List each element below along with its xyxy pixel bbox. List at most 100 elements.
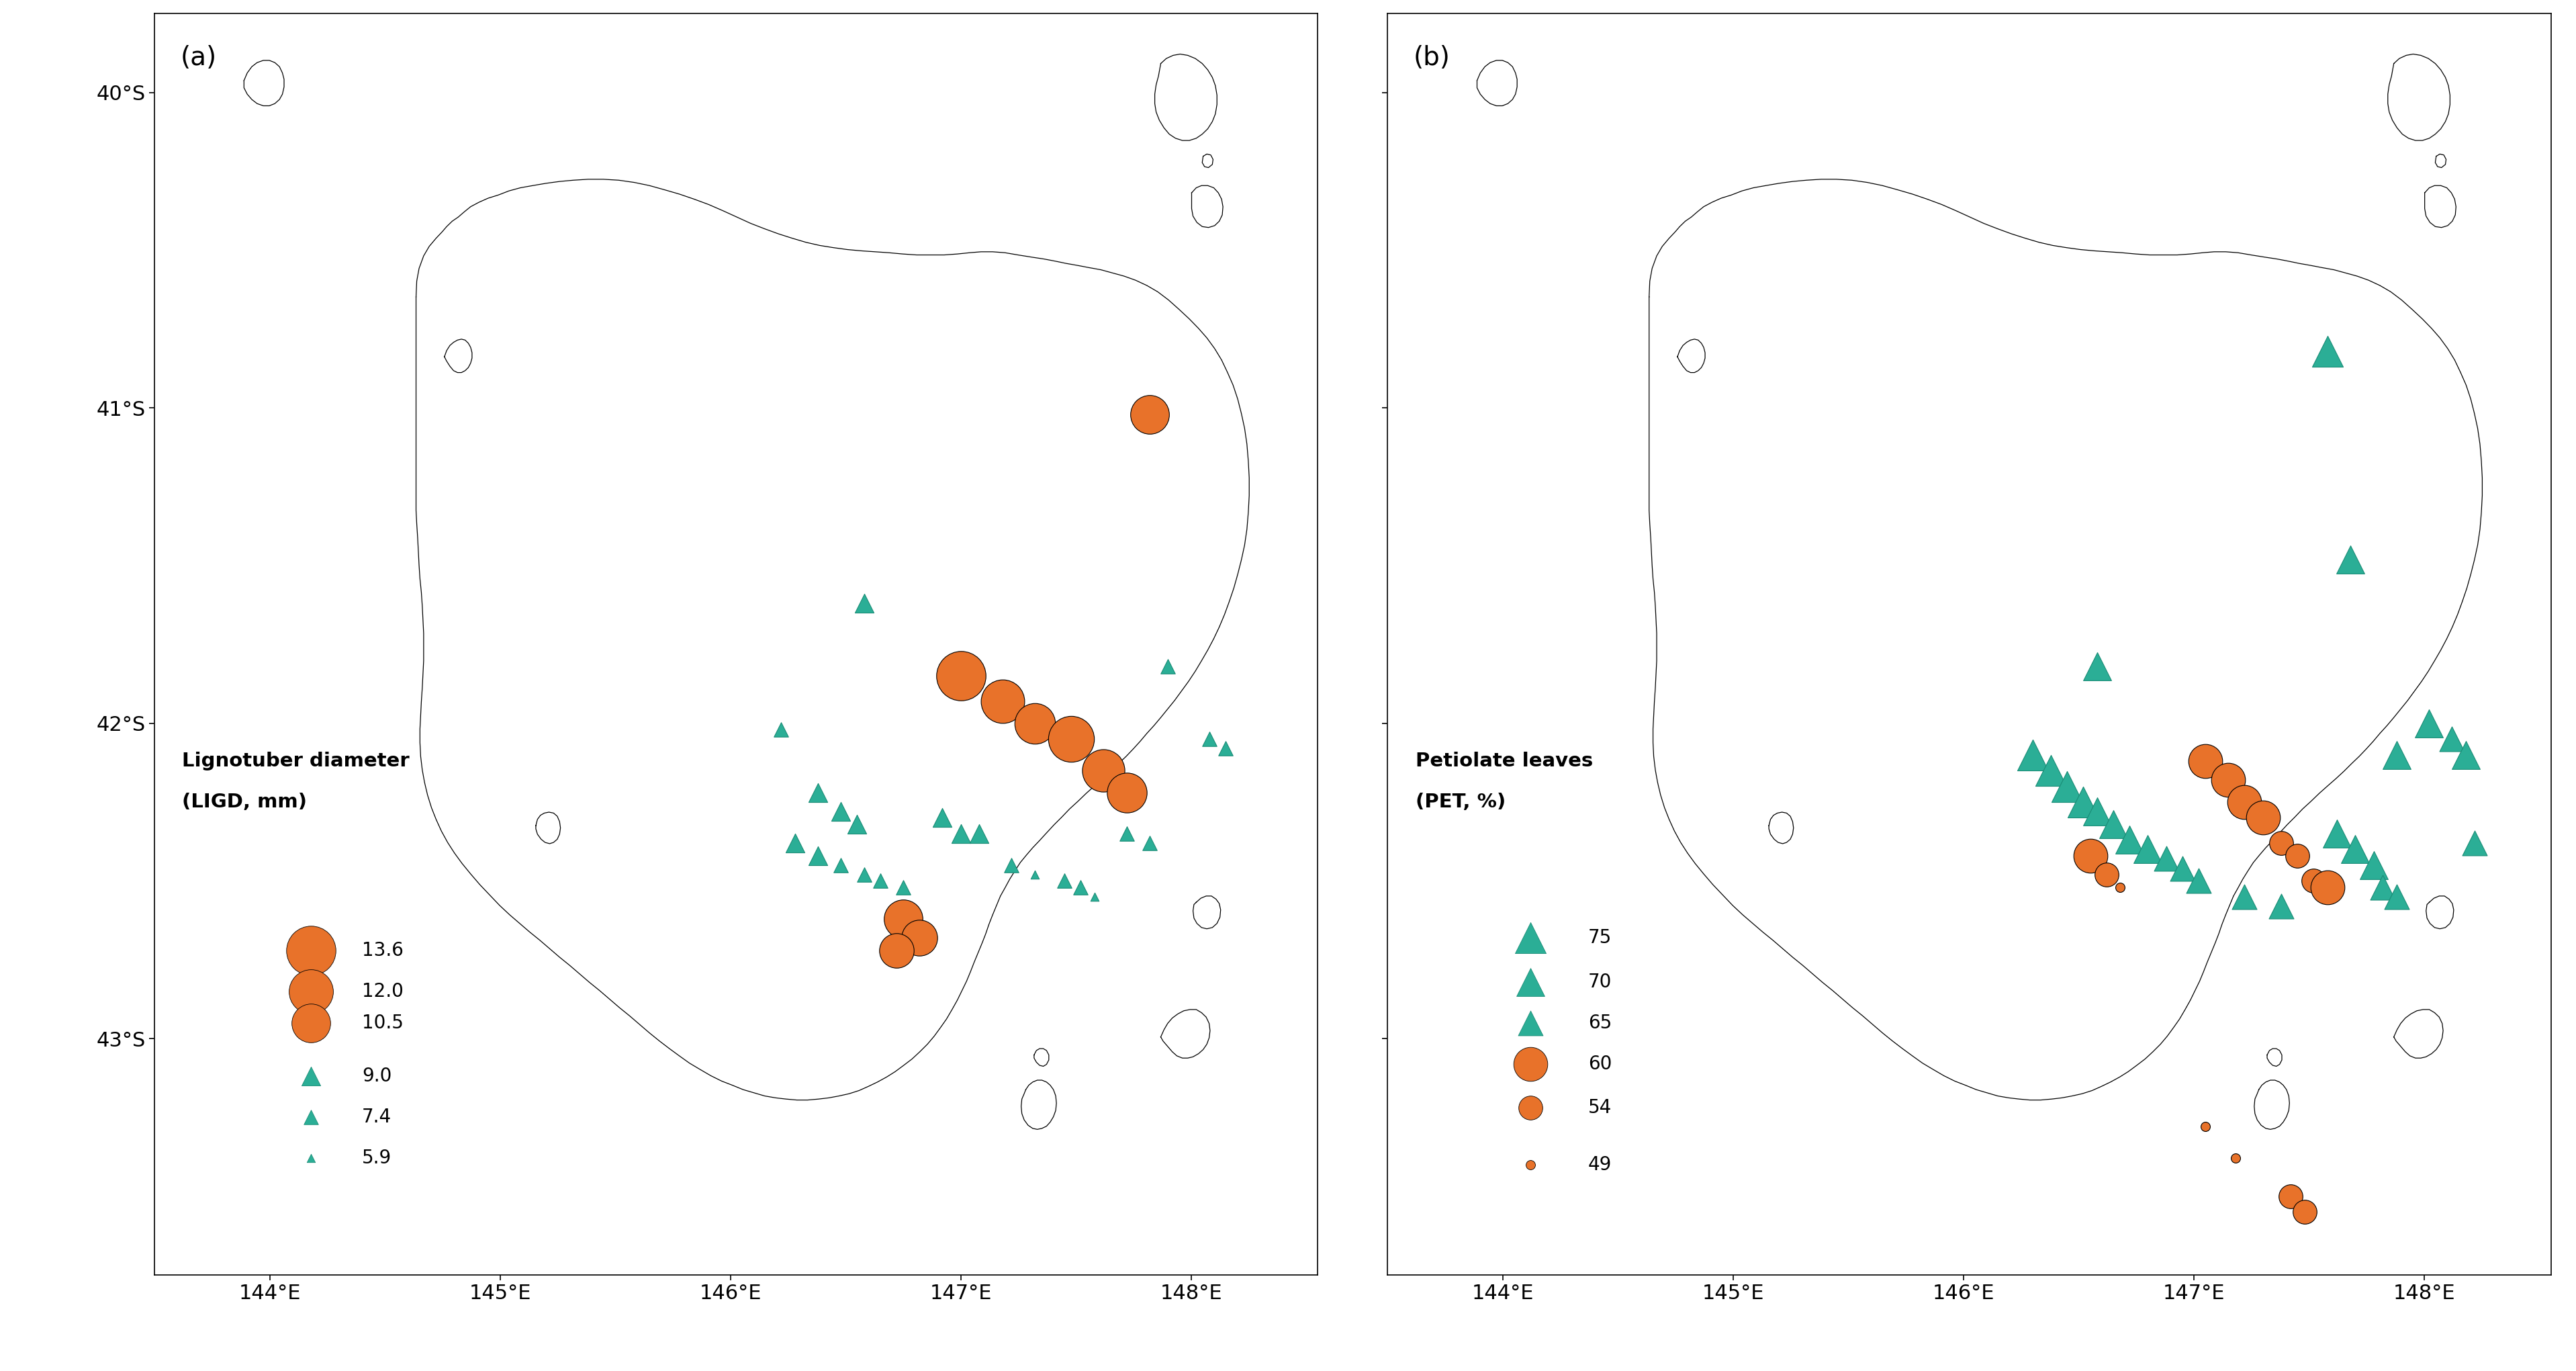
Point <box>775 832 817 854</box>
Text: 65: 65 <box>1587 1013 1613 1032</box>
Point <box>2259 832 2300 854</box>
Point <box>2269 1186 2311 1208</box>
Point <box>2362 876 2403 898</box>
Point <box>2092 813 2133 835</box>
Text: (PET, %): (PET, %) <box>1414 792 1504 812</box>
Point <box>1510 1154 1551 1176</box>
Point <box>2223 791 2264 813</box>
Point <box>819 854 860 876</box>
Point <box>2409 713 2450 735</box>
Text: 9.0: 9.0 <box>361 1067 392 1086</box>
Point <box>2306 340 2347 362</box>
Point <box>1510 1012 1551 1034</box>
Point <box>2030 760 2071 781</box>
Point <box>981 690 1023 712</box>
Point <box>796 781 837 803</box>
Point <box>2277 845 2318 866</box>
Text: 10.5: 10.5 <box>361 1013 404 1032</box>
Point <box>1074 886 1115 908</box>
Point <box>2306 876 2347 898</box>
Point <box>291 1106 332 1128</box>
Point <box>2063 791 2105 813</box>
Text: (a): (a) <box>180 45 216 71</box>
Point <box>1510 971 1551 993</box>
Point <box>1043 871 1084 893</box>
Text: 60: 60 <box>1587 1054 1613 1073</box>
Point <box>1051 728 1092 750</box>
Point <box>2259 895 2300 917</box>
Point <box>291 980 332 1002</box>
Point <box>860 871 902 893</box>
Text: 7.4: 7.4 <box>361 1108 392 1127</box>
Point <box>1059 876 1100 898</box>
Point <box>1510 927 1551 949</box>
Point <box>2215 1148 2257 1169</box>
Point <box>291 939 332 961</box>
Point <box>958 823 999 845</box>
Point <box>2445 744 2486 766</box>
Text: (LIGD, mm): (LIGD, mm) <box>183 792 307 812</box>
Point <box>992 854 1033 876</box>
Point <box>2223 886 2264 908</box>
Point <box>1128 832 1170 854</box>
Text: 70: 70 <box>1587 972 1613 991</box>
Text: 12.0: 12.0 <box>361 982 404 1001</box>
Text: 75: 75 <box>1587 928 1613 947</box>
Text: Lignotuber diameter: Lignotuber diameter <box>183 751 410 771</box>
Point <box>2316 823 2357 845</box>
Point <box>2084 864 2125 886</box>
Point <box>291 1012 332 1034</box>
Point <box>1105 823 1146 845</box>
Point <box>1510 1053 1551 1075</box>
Point <box>1012 864 1054 886</box>
Point <box>2432 728 2473 750</box>
Point <box>819 801 860 823</box>
Point <box>2241 808 2282 829</box>
Point <box>1128 403 1170 425</box>
Point <box>2161 857 2202 879</box>
Text: 5.9: 5.9 <box>361 1149 392 1168</box>
Point <box>876 939 917 961</box>
Point <box>2107 829 2148 851</box>
Text: 13.6: 13.6 <box>361 941 404 960</box>
Point <box>2184 750 2226 772</box>
Point <box>2282 1201 2324 1223</box>
Point <box>1188 728 1229 750</box>
Point <box>760 718 801 740</box>
Point <box>2076 801 2117 823</box>
Text: (b): (b) <box>1412 45 1450 71</box>
Point <box>1012 713 1054 735</box>
Point <box>291 1148 332 1169</box>
Point <box>940 665 981 687</box>
Point <box>2208 769 2249 791</box>
Point <box>2146 847 2187 869</box>
Point <box>796 845 837 866</box>
Point <box>2334 839 2375 861</box>
Point <box>2069 845 2110 866</box>
Point <box>837 813 878 835</box>
Point <box>922 808 963 829</box>
Text: Petiolate leaves: Petiolate leaves <box>1414 751 1592 771</box>
Point <box>842 592 884 614</box>
Text: 54: 54 <box>1587 1098 1613 1117</box>
Point <box>899 927 940 949</box>
Point <box>2128 839 2169 861</box>
Point <box>2184 1116 2226 1138</box>
Point <box>2012 744 2053 766</box>
Text: 49: 49 <box>1587 1156 1613 1174</box>
Point <box>1082 760 1123 781</box>
Point <box>1510 1097 1551 1119</box>
Point <box>884 908 925 930</box>
Point <box>2329 548 2370 570</box>
Point <box>884 876 925 898</box>
Point <box>291 1065 332 1087</box>
Point <box>1105 781 1146 803</box>
Point <box>940 823 981 845</box>
Point <box>2452 832 2494 854</box>
Point <box>2293 871 2334 893</box>
Point <box>2076 655 2117 677</box>
Point <box>2352 854 2393 876</box>
Point <box>1146 655 1188 677</box>
Point <box>2099 876 2141 898</box>
Point <box>2375 886 2416 908</box>
